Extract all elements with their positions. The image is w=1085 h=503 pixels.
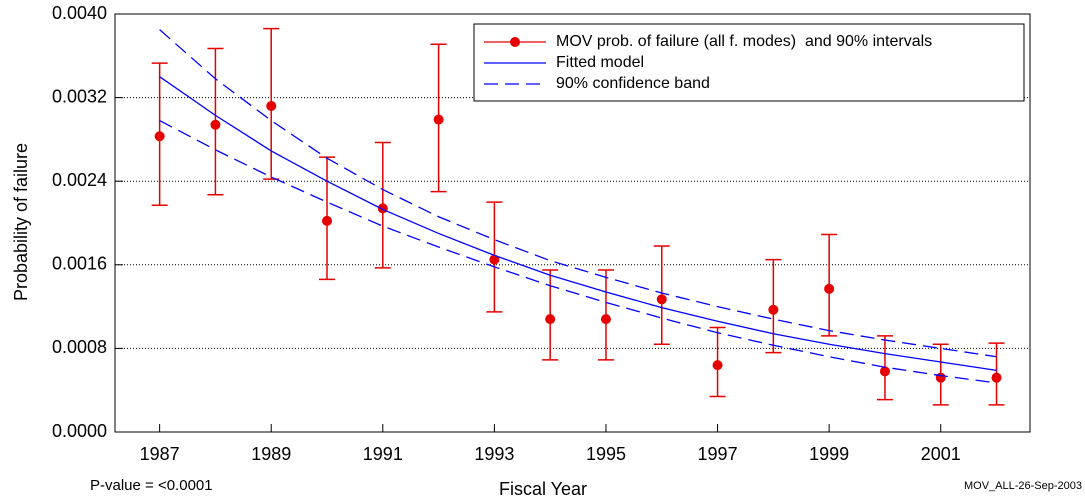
data-point	[322, 215, 333, 226]
data-point	[154, 131, 165, 142]
y-tick-label: 0.0016	[52, 254, 107, 274]
x-tick-label: 1989	[251, 444, 291, 464]
x-tick-label: 1991	[363, 444, 403, 464]
data-point	[545, 314, 556, 325]
fitted-line	[159, 76, 997, 371]
legend-label: 90% confidence band	[556, 75, 710, 92]
legend-label: MOV prob. of failure (all f. modes) and …	[556, 33, 932, 50]
band-upper	[159, 29, 997, 358]
data-point	[489, 254, 500, 265]
data-point	[600, 314, 611, 325]
plot-frame	[114, 13, 1031, 433]
data-point	[656, 294, 667, 305]
data-point	[433, 114, 444, 125]
x-tick-label: 1987	[140, 444, 180, 464]
y-tick-label: 0.0000	[52, 421, 107, 441]
x-tick-label: 2001	[921, 444, 961, 464]
data-point	[824, 283, 835, 294]
x-tick-label: 1997	[698, 444, 738, 464]
y-tick-label: 0.0024	[52, 170, 107, 190]
data-point	[210, 119, 221, 130]
legend-label: Fitted model	[556, 54, 644, 71]
p-value-note: P-value = <0.0001	[90, 477, 213, 494]
legend-dot	[510, 37, 520, 47]
data-point	[712, 360, 723, 371]
data-point	[266, 100, 277, 111]
legend-box	[473, 23, 1025, 102]
band-lower	[159, 120, 997, 384]
data-point	[768, 304, 779, 315]
x-tick-label: 1999	[809, 444, 849, 464]
file-stamp: MOV_ALL-26-Sep-2003	[964, 480, 1082, 492]
data-point	[879, 366, 890, 377]
x-tick-label: 1993	[474, 444, 514, 464]
y-tick-label: 0.0040	[52, 3, 107, 23]
x-tick-label: 1995	[586, 444, 626, 464]
y-tick-label: 0.0008	[52, 337, 107, 357]
y-axis-label: Probability of failure	[11, 143, 31, 301]
x-axis-label: Fiscal Year	[499, 479, 587, 499]
y-tick-label: 0.0032	[52, 86, 107, 106]
data-point	[991, 372, 1002, 383]
data-point	[935, 372, 946, 383]
